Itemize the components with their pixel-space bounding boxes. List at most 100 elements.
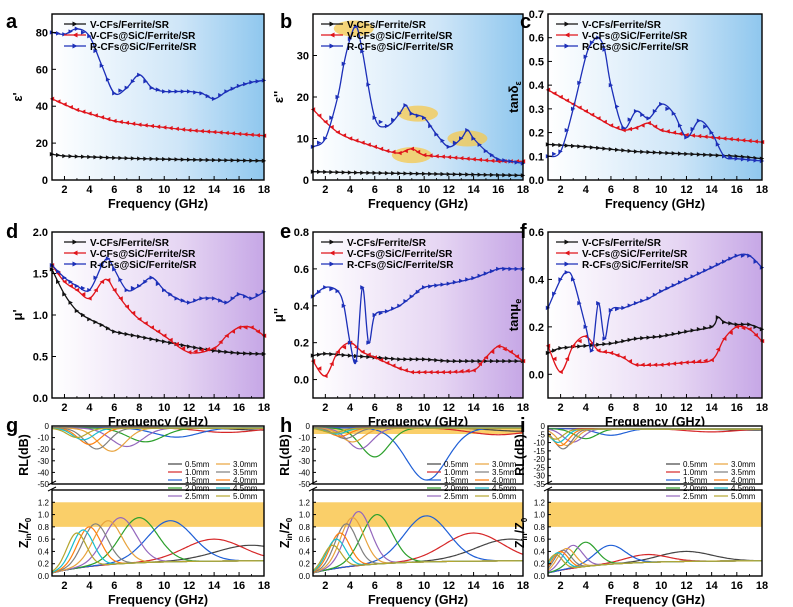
axis-xtick-label: 18 [517, 184, 529, 196]
data-point [446, 144, 452, 149]
data-point [168, 337, 173, 343]
legend-label: 0.5mm [683, 460, 708, 469]
data-point [659, 334, 664, 339]
data-point [341, 303, 347, 308]
data-point [715, 262, 721, 267]
data-point [155, 281, 161, 287]
data-point [677, 330, 683, 335]
data-point [696, 152, 702, 157]
data-point [323, 169, 328, 175]
data-point [124, 120, 130, 126]
data-point [80, 30, 86, 35]
data-point [372, 115, 377, 120]
data-point [428, 171, 433, 177]
data-point [347, 353, 353, 358]
legend-label: 1.5mm [185, 476, 210, 485]
data-point [62, 32, 67, 37]
data-point [341, 61, 347, 66]
legend-label: 4.0mm [492, 476, 517, 485]
axis-break [543, 480, 553, 486]
data-point [715, 135, 721, 141]
data-point [99, 63, 105, 68]
data-point [236, 83, 242, 89]
data-point [564, 356, 570, 362]
data-point [87, 154, 92, 160]
data-point [118, 330, 123, 336]
data-point [596, 348, 601, 353]
rl-ytick-label: -25 [533, 463, 545, 472]
data-point [360, 140, 365, 145]
data-point [329, 361, 334, 367]
data-point [471, 275, 476, 281]
legend-marker [72, 32, 78, 38]
panel-h: 0 -10 -20 -30 -40 -50 0.0 0.2 0.4 0.6 0.8 1.0 1.2 2 4 6… [278, 415, 529, 607]
z-ytick-label: 0.4 [299, 547, 311, 556]
data-point [366, 82, 371, 87]
data-point [199, 157, 204, 163]
data-point [577, 105, 582, 110]
legend-marker [564, 250, 570, 256]
data-point [489, 158, 495, 164]
z-ytick-label: 0.6 [299, 535, 311, 544]
data-point [471, 368, 476, 373]
data-point [384, 360, 390, 366]
legend-label: 4.0mm [731, 476, 756, 485]
data-point [199, 348, 204, 353]
panel-letter: d [6, 221, 18, 243]
data-point [341, 133, 347, 138]
data-point [105, 155, 111, 160]
data-point [62, 292, 67, 297]
data-point [728, 136, 733, 142]
data-point [143, 335, 148, 341]
data-point [316, 113, 322, 118]
data-point [684, 135, 689, 140]
data-point [508, 266, 513, 272]
legend-label: 4.5mm [492, 484, 517, 493]
axis-xtick-label: 12 [443, 402, 455, 414]
data-point [168, 89, 173, 94]
data-point [186, 89, 192, 94]
data-point [124, 85, 130, 90]
panel-letter: i [520, 415, 526, 437]
data-point [149, 85, 154, 90]
axis-xtick-label: 14 [208, 184, 221, 196]
data-point [502, 266, 507, 272]
data-point [434, 132, 439, 137]
data-point [236, 325, 242, 330]
data-point [596, 300, 601, 306]
data-point [421, 115, 427, 120]
data-point [415, 113, 421, 118]
data-point [596, 35, 601, 40]
legend-marker [564, 21, 570, 27]
legend-label: V-CFs/Ferrite/SR [90, 20, 170, 31]
data-point [391, 117, 396, 123]
data-point [74, 26, 80, 31]
data-point [360, 49, 365, 54]
rl-curve-9 [312, 427, 523, 434]
data-point [384, 170, 390, 176]
data-point [703, 134, 708, 139]
legend-marker [564, 32, 570, 38]
data-point [570, 343, 576, 349]
data-point [391, 171, 396, 176]
data-point [747, 322, 752, 327]
axis-xtick-label: 12 [680, 580, 692, 592]
data-point [118, 155, 123, 161]
data-point [489, 349, 495, 355]
data-point [627, 117, 633, 122]
data-point [747, 253, 752, 258]
axis-xtick-label: 16 [731, 580, 743, 592]
data-point [243, 351, 248, 356]
data-point [690, 152, 695, 157]
ytick-label: 0.6 [529, 227, 544, 239]
data-point [87, 316, 92, 322]
axis-xtick-label: 10 [418, 580, 430, 592]
data-point [421, 357, 427, 362]
data-point [514, 358, 520, 364]
ytick-label: 60 [36, 64, 48, 76]
data-point [740, 157, 746, 162]
data-point [255, 79, 260, 84]
data-point [112, 91, 117, 96]
